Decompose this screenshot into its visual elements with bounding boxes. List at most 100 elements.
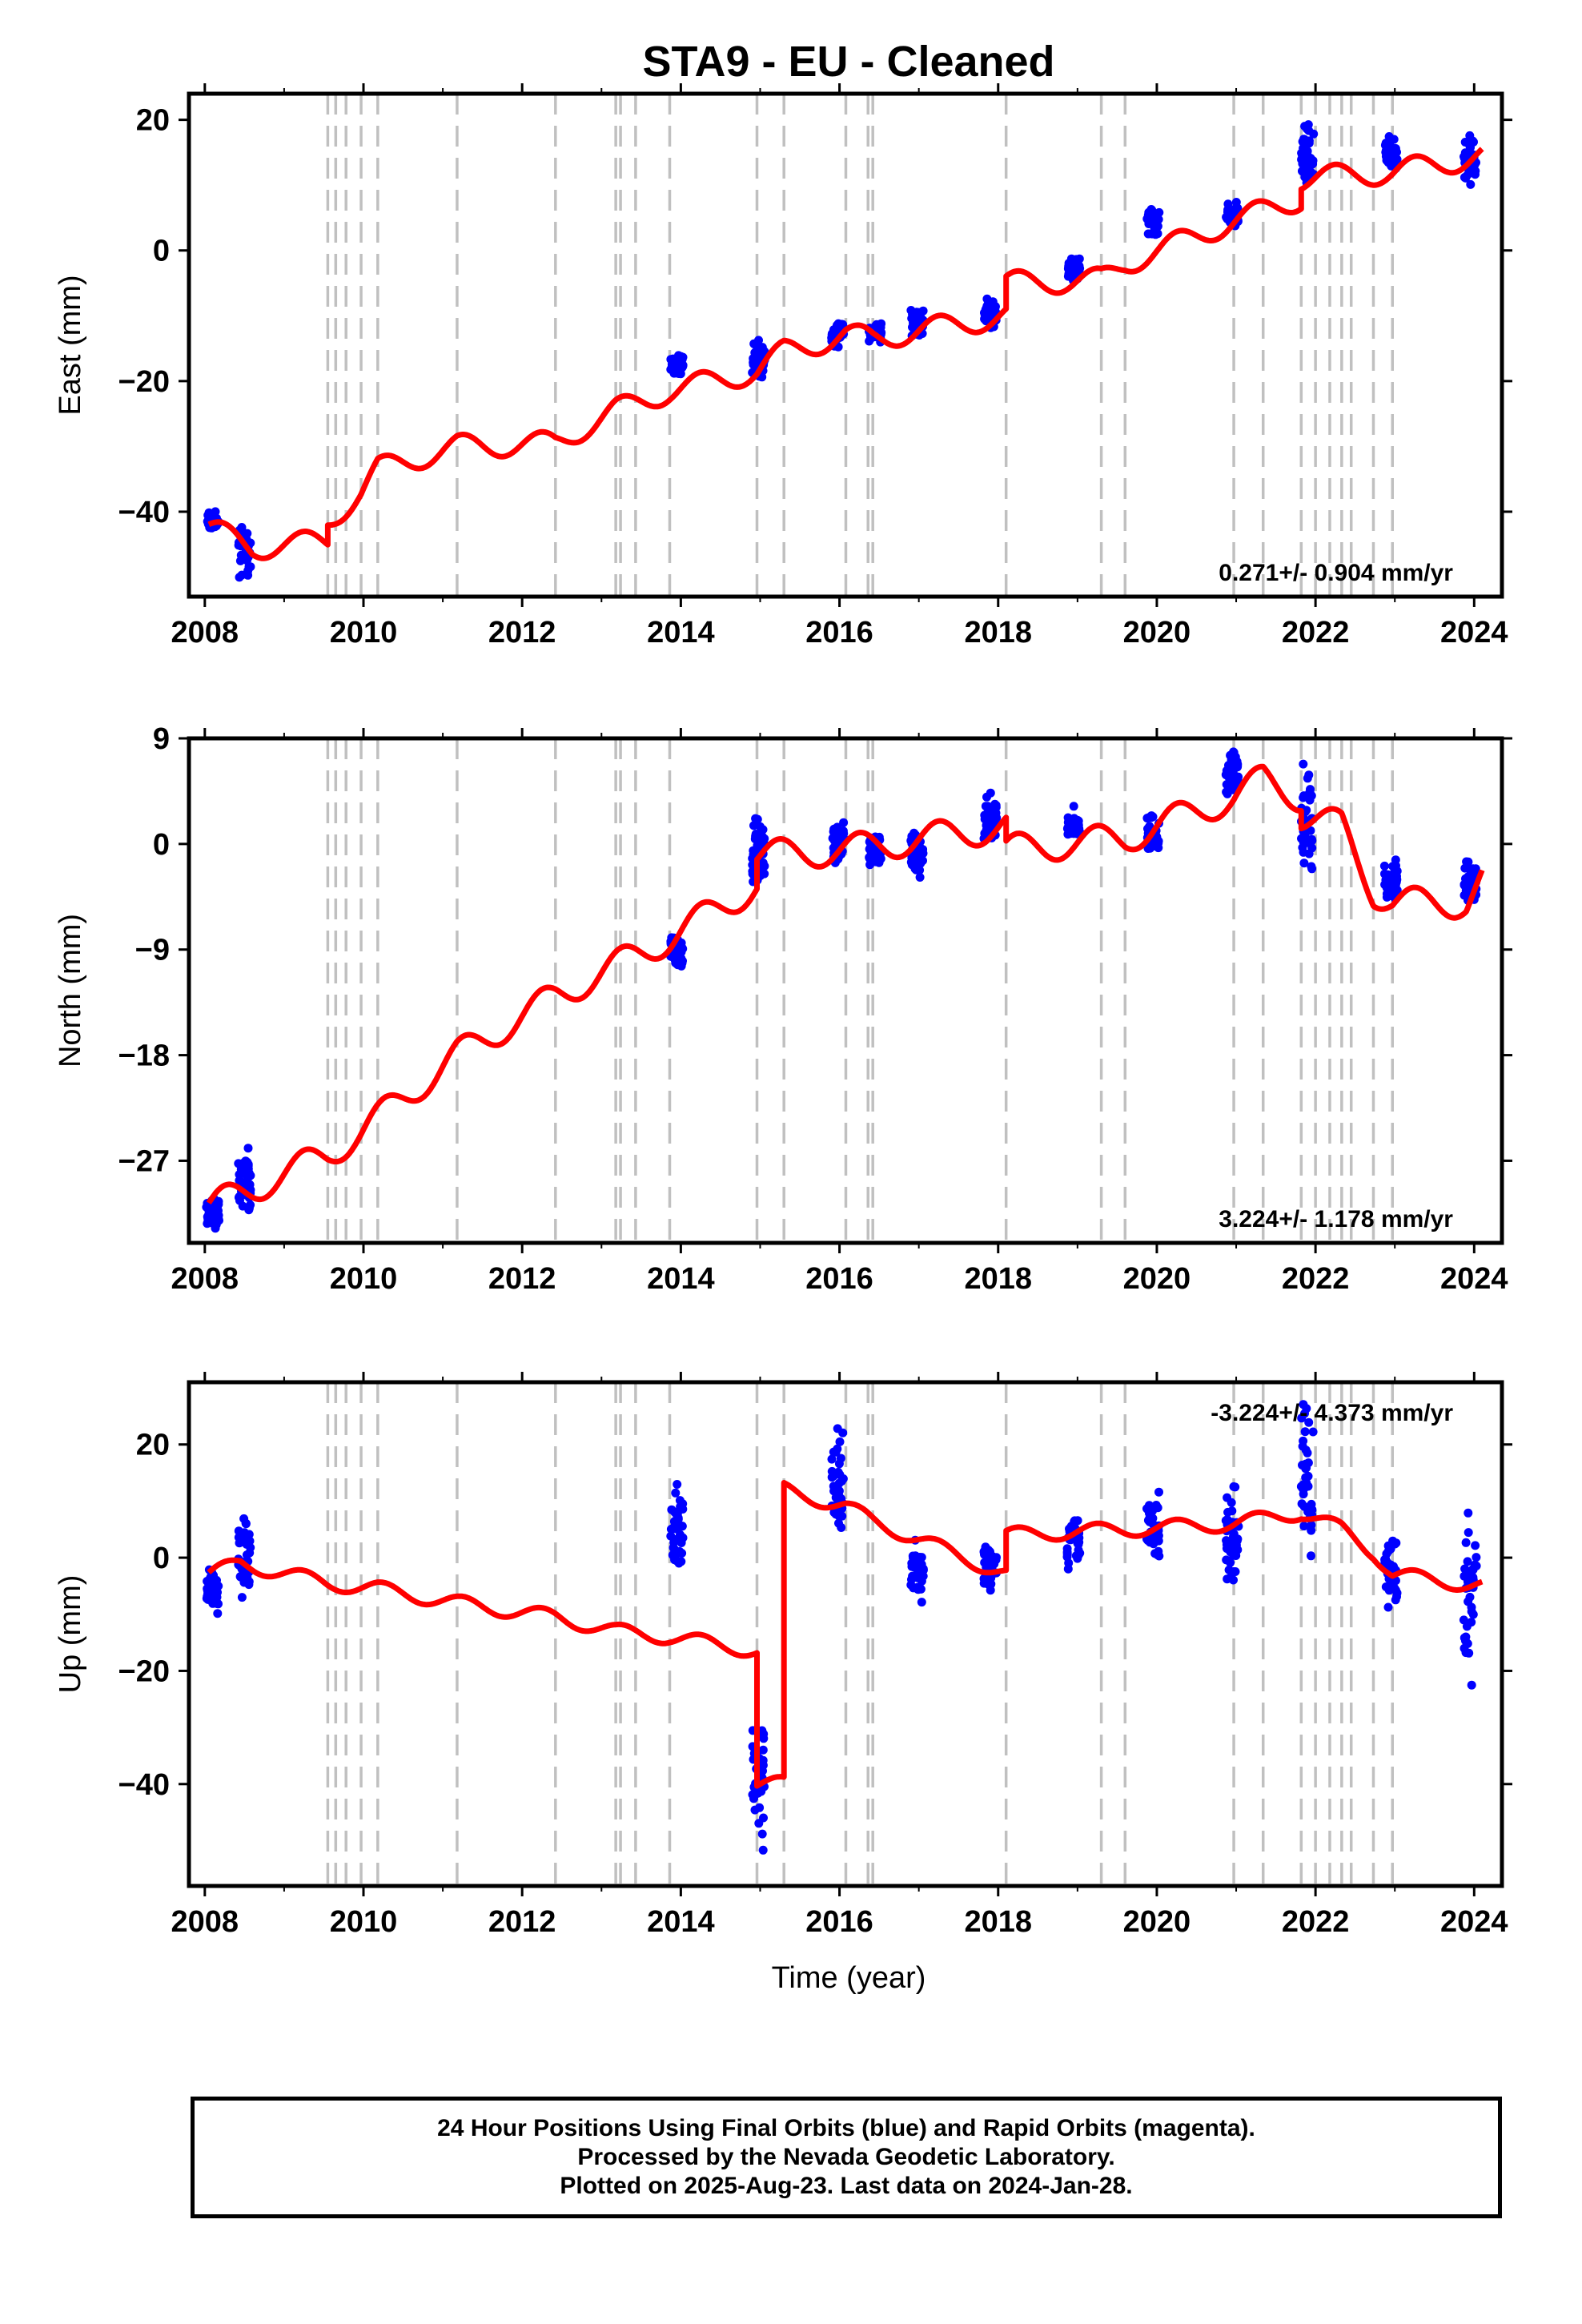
- observation-point: [1465, 1592, 1475, 1602]
- observation-point: [1382, 871, 1391, 881]
- observation-point: [1299, 759, 1308, 769]
- rate-label: 3.224+/- 1.178 mm/yr: [1219, 1206, 1453, 1232]
- observation-point: [1229, 765, 1239, 774]
- up-panel: 2008 2010 2012 2014 2016 2018 2020 2022 2024 −40 −…: [54, 1372, 1512, 1939]
- observation-point: [909, 860, 919, 870]
- observation-point: [839, 818, 849, 827]
- observation-point: [1150, 226, 1159, 235]
- observation-point: [1461, 1538, 1471, 1547]
- observation-point: [241, 1518, 251, 1528]
- observation-point: [1071, 255, 1081, 264]
- observation-point: [1303, 1471, 1313, 1481]
- observation-point: [1297, 1499, 1307, 1509]
- observation-point: [670, 1524, 680, 1534]
- x-tick-label: 2024: [1440, 1905, 1508, 1939]
- x-tick-label: 2014: [647, 1905, 715, 1939]
- x-tick-label: 2024: [1440, 616, 1508, 649]
- observation-point: [1231, 1567, 1240, 1576]
- observation-point: [669, 1543, 678, 1553]
- observation-point: [673, 1480, 682, 1489]
- observation-point: [990, 814, 999, 823]
- observation-point: [915, 866, 925, 875]
- observation-point: [838, 1428, 848, 1437]
- y-axis-label: East (mm): [54, 275, 87, 415]
- x-tick-label: 2022: [1282, 1262, 1350, 1296]
- observation-point: [1153, 215, 1162, 224]
- observation-point: [827, 1466, 837, 1476]
- observation-point: [1074, 261, 1084, 271]
- observation-point: [748, 1790, 757, 1799]
- observation-point: [1063, 1564, 1073, 1574]
- observation-point: [749, 339, 759, 348]
- observation-point: [206, 1578, 215, 1587]
- observation-point: [835, 1437, 845, 1446]
- observation-point: [831, 1493, 841, 1502]
- y-tick-label: 20: [136, 1429, 170, 1462]
- observation-point: [1471, 1541, 1480, 1550]
- observation-point: [833, 320, 841, 330]
- observation-point: [982, 792, 991, 802]
- observation-point: [991, 1555, 1001, 1565]
- observation-point: [1467, 1618, 1476, 1627]
- y-tick-label: −18: [118, 1039, 170, 1073]
- observation-point: [1382, 892, 1391, 902]
- observation-point: [1386, 1579, 1395, 1589]
- observation-point: [991, 802, 1001, 812]
- observation-point: [1382, 879, 1391, 889]
- observation-point: [1298, 151, 1307, 160]
- observation-point: [1389, 135, 1399, 144]
- observation-point: [1073, 1552, 1082, 1562]
- observation-point: [1379, 861, 1389, 870]
- footer-line-1: 24 Hour Positions Using Final Orbits (bl…: [437, 2115, 1255, 2141]
- observation-point: [1069, 802, 1078, 811]
- observation-point: [909, 318, 917, 328]
- observation-point: [1148, 1514, 1158, 1523]
- observation-point: [1231, 1482, 1240, 1492]
- observation-point: [1154, 1546, 1163, 1556]
- observation-point: [984, 312, 994, 321]
- observation-point: [1223, 1574, 1232, 1584]
- observation-point: [1297, 834, 1306, 843]
- observation-point: [1222, 1540, 1231, 1550]
- observation-point: [915, 873, 925, 882]
- observation-point: [238, 1201, 247, 1211]
- observation-point: [243, 1144, 253, 1153]
- observation-point: [1467, 1680, 1476, 1690]
- model-line: [206, 763, 1485, 1205]
- observation-point: [1307, 864, 1317, 874]
- plot-area: [202, 738, 1485, 1243]
- observation-point: [675, 1496, 685, 1506]
- observation-point: [1464, 1508, 1473, 1518]
- observation-point: [1463, 171, 1472, 180]
- x-tick-label: 2008: [171, 1262, 239, 1296]
- rate-label: 0.271+/- 0.904 mm/yr: [1219, 560, 1453, 586]
- observation-point: [237, 570, 247, 580]
- observation-point: [749, 360, 758, 369]
- observation-point: [244, 1580, 254, 1590]
- observation-point: [1307, 843, 1317, 853]
- observation-point: [1300, 1427, 1310, 1437]
- observation-point: [758, 1745, 768, 1755]
- observation-point: [1466, 179, 1476, 189]
- observation-point: [1468, 1610, 1478, 1619]
- observation-point: [754, 1819, 764, 1828]
- x-tick-label: 2022: [1282, 1905, 1350, 1939]
- observation-point: [1229, 1532, 1238, 1542]
- plot-area: [202, 1382, 1484, 1886]
- plot-frame: [187, 1380, 1504, 1888]
- observation-point: [1308, 1427, 1318, 1437]
- observation-point: [235, 1192, 244, 1201]
- observation-point: [912, 1572, 921, 1582]
- observation-point: [1151, 1534, 1161, 1543]
- observation-point: [1074, 1540, 1083, 1549]
- observation-point: [913, 850, 923, 860]
- footer-box: 24 Hour Positions Using Final Orbits (bl…: [191, 2097, 1502, 2218]
- observation-point: [1300, 172, 1310, 182]
- observation-point: [1224, 773, 1234, 782]
- observation-point: [211, 1224, 220, 1233]
- observation-point: [829, 1447, 838, 1457]
- observation-point: [751, 814, 761, 823]
- observation-point: [1460, 1564, 1470, 1574]
- observation-point: [909, 1562, 919, 1572]
- observation-point: [244, 1530, 254, 1539]
